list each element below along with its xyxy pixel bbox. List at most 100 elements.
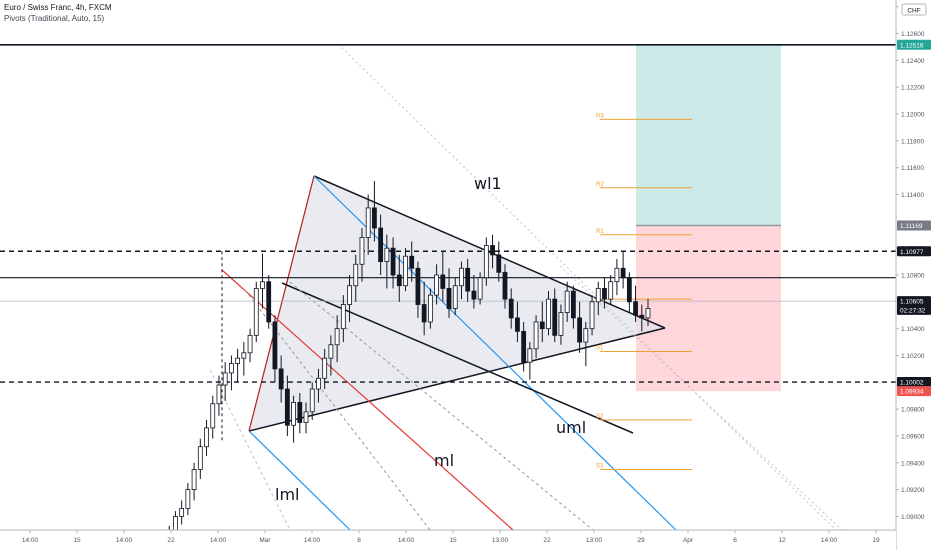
price-tick-label: 1.10400 [901,326,925,333]
candle-up [253,288,259,336]
candle-down [521,330,527,363]
candle-up [365,207,371,238]
price-tick-label: 1.12200 [901,85,925,92]
candle-up [340,304,346,330]
candle-up [241,352,247,359]
price-tick-label: 1.09400 [901,460,925,467]
candle-up [477,277,483,300]
time-axis-bg [0,530,896,550]
candle-down [396,274,402,287]
candles [160,181,651,549]
guide-line-upper [559,265,843,531]
candle-down [602,288,607,300]
candle-down [284,388,290,426]
time-tick-label: 14:00 [398,537,415,544]
price-label-black [897,246,931,257]
candle-up [316,377,321,390]
time-tick-label: 15 [449,537,457,544]
price-tick-label: 1.11400 [901,192,924,199]
candle-down [372,207,377,229]
horizontal-lines [0,44,896,443]
price-tick-label: 1.09800 [901,407,925,414]
candle-up [235,357,241,364]
triangle-lower-line [248,327,666,432]
annotation-lml: lml [275,485,299,504]
candle-down [440,274,446,289]
candle-up [589,301,595,330]
candle-up [334,328,340,346]
candle-down [378,227,384,262]
candle-up [210,403,216,429]
candle-up [384,247,390,262]
candle-up [558,312,564,336]
candle-down [446,288,452,309]
price-label-text: 1.11169 [900,223,923,230]
candle-up [546,298,551,330]
candle-up [191,469,197,491]
pivot-label-r2: R2 [596,182,604,188]
annotation-uml: uml [556,418,586,437]
price-tick-label: 1.11600 [901,165,924,172]
pivot-label-r1: R1 [596,229,604,235]
candle-up [595,288,601,303]
time-tick-label: 13:00 [586,537,603,544]
wl1-line [337,43,837,531]
candle-up [353,263,359,287]
candle-down [620,267,626,279]
uml-line [281,282,634,434]
candle-down [552,298,558,336]
candle-up [228,363,234,374]
time-tick-label: 8 [357,537,361,544]
annotation-wl1: wl1 [474,174,502,193]
candle-up [309,388,315,413]
price-label-gray [897,220,931,231]
candle-down [496,254,502,273]
candle-up [291,402,296,426]
candle-up [614,267,620,283]
time-tick-label: 19 [872,537,880,544]
candle-up [260,281,265,289]
price-axis-bg [896,0,932,550]
pivot-label-s1: S1 [596,345,604,351]
candle-up [608,281,614,300]
time-tick-label: 14:00 [210,537,227,544]
candle-up [483,245,489,279]
candle-down [266,281,272,323]
time-tick-label: 14:00 [821,537,838,544]
triangle-rise-line [248,175,315,432]
candle-down [539,321,545,330]
price-tick-label: 1.09600 [901,433,925,440]
candle-up [533,321,539,350]
target-zone [636,44,781,226]
candle-up [583,328,589,343]
pivot-label-s2: S2 [596,414,604,420]
position-zones [636,44,781,392]
currency-badge [901,3,927,16]
price-label-green [897,39,931,50]
candle-up [564,290,570,313]
pitchfork-lines [209,43,843,531]
time-tick-label: 22 [543,537,551,544]
candle-down [415,267,421,305]
candle-up [322,357,328,379]
candle-up [328,344,334,359]
candle-down [297,402,303,423]
candle-down [502,271,508,300]
candle-up [359,237,365,265]
candle-down [272,321,278,370]
candle-down [570,290,576,319]
price-label-black [897,377,931,388]
candle-up [185,489,191,509]
price-tick-label: 1.12000 [901,112,925,119]
candle-up [179,508,185,517]
time-tick-label: 14:00 [22,537,39,544]
indicator-title: Pivots (Traditional, Auto, 15) [4,14,105,23]
candle-up [459,267,464,287]
price-tick-label: 1.09000 [901,514,925,521]
candle-down [508,298,514,319]
candle-up [303,411,309,423]
symbol-title: Euro / Swiss Franc, 4h, FXCM [4,3,112,12]
candle-up [434,274,439,296]
candle-down [639,314,645,319]
